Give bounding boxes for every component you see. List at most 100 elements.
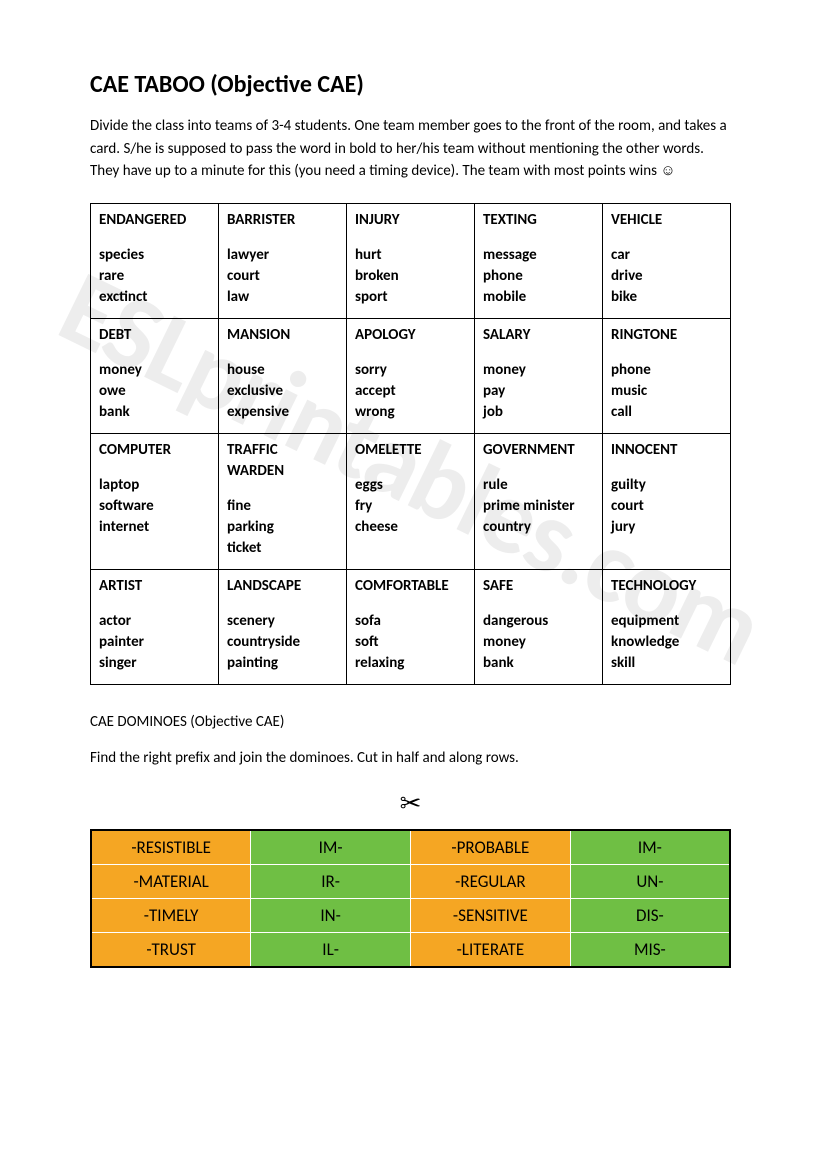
taboo-card: TECHNOLOGYequipmentknowledgeskill [603,569,731,684]
taboo-clue-word: dangerous [483,611,594,632]
taboo-clue-word: wrong [355,402,466,423]
taboo-clue-word: phone [611,360,722,381]
taboo-clue-word: message [483,245,594,266]
taboo-head-word: TEXTING [483,210,594,231]
taboo-clue-word: exclusive [227,381,338,402]
taboo-clue-word: mobile [483,287,594,308]
taboo-clue-word: parking [227,517,338,538]
taboo-card: COMFORTABLEsofasoftrelaxing [347,569,475,684]
taboo-clue-word: bank [99,402,210,423]
taboo-head-word: RINGTONE [611,325,722,346]
taboo-clue-word: equipment [611,611,722,632]
taboo-head-word: DEBT [99,325,210,346]
instructions-paragraph: Divide the class into teams of 3-4 stude… [90,115,731,183]
taboo-card: MANSIONhouseexclusiveexpensive [219,318,347,433]
smiley-icon: ☺ [660,160,675,183]
taboo-clue-word: countryside [227,632,338,653]
taboo-clue-word: court [611,496,722,517]
taboo-head-word: LANDSCAPE [227,576,338,597]
scissors-icon: ✂ [90,787,731,819]
domino-cell: IR- [251,864,411,898]
taboo-clue-word: money [483,360,594,381]
taboo-card: OMELETTEeggsfrycheese [347,433,475,569]
taboo-clue-word: painter [99,632,210,653]
dominoes-row: -TRUSTIL--LITERATEMIS- [91,932,730,967]
dominoes-row: -TIMELYIN--SENSITIVEDIS- [91,898,730,932]
domino-cell: IN- [251,898,411,932]
dominoes-row: -RESISTIBLEIM--PROBABLEIM- [91,830,730,865]
taboo-clue-word: actor [99,611,210,632]
taboo-card: LANDSCAPEscenerycountrysidepainting [219,569,347,684]
domino-cell: -RESISTIBLE [91,830,251,865]
taboo-head-word: ARTIST [99,576,210,597]
taboo-row: DEBTmoneyowebankMANSIONhouseexclusiveexp… [91,318,731,433]
taboo-card: TEXTING messagephonemobile [475,203,603,318]
taboo-card: INNOCENTguiltycourtjury [603,433,731,569]
taboo-clue-word: money [99,360,210,381]
domino-cell: -TIMELY [91,898,251,932]
taboo-clue-word: pay [483,381,594,402]
taboo-clue-word: call [611,402,722,423]
taboo-card: ARTIST actorpaintersinger [91,569,219,684]
taboo-head-word: MANSION [227,325,338,346]
dominoes-row: -MATERIALIR--REGULARUN- [91,864,730,898]
taboo-head-word: COMFORTABLE [355,576,466,597]
domino-cell: -SENSITIVE [411,898,571,932]
taboo-clue-word: broken [355,266,466,287]
dominoes-instructions: Find the right prefix and join the domin… [90,749,731,767]
taboo-clue-word: soft [355,632,466,653]
taboo-head-word: SAFE [483,576,594,597]
taboo-card: APOLOGYsorryacceptwrong [347,318,475,433]
taboo-clue-word: cheese [355,517,466,538]
taboo-clue-word: lawyer [227,245,338,266]
taboo-card: DEBT moneyowebank [91,318,219,433]
taboo-head-word: ENDANGERED [99,210,210,231]
domino-cell: IM- [570,830,730,865]
taboo-clue-word: house [227,360,338,381]
taboo-row: ENDANGEREDspeciesrareexctinctBARRISTERla… [91,203,731,318]
taboo-head-word: WARDEN [227,461,338,482]
taboo-clue-word: species [99,245,210,266]
taboo-clue-word: bike [611,287,722,308]
domino-cell: UN- [570,864,730,898]
taboo-clue-word: court [227,266,338,287]
dominoes-heading: CAE DOMINOES (Objective CAE) [90,713,731,731]
taboo-row: ARTIST actorpaintersinger LANDSCAPEscenery… [91,569,731,684]
taboo-clue-word: law [227,287,338,308]
taboo-clue-word: knowledge [611,632,722,653]
taboo-cards-table: ENDANGEREDspeciesrareexctinctBARRISTERla… [90,203,731,685]
taboo-card: ENDANGEREDspeciesrareexctinct [91,203,219,318]
taboo-clue-word: money [483,632,594,653]
page-title: CAE TABOO (Objective CAE) [90,70,731,99]
domino-cell: -PROBABLE [411,830,571,865]
domino-cell: IL- [251,932,411,967]
dominoes-table: -RESISTIBLEIM--PROBABLEIM--MATERIALIR--R… [90,829,731,968]
taboo-clue-word: laptop [99,475,210,496]
taboo-card: COMPUTERlaptopsoftwareinternet [91,433,219,569]
taboo-clue-word: drive [611,266,722,287]
taboo-clue-word: rule [483,475,594,496]
taboo-head-word: GOVERNMENT [483,440,594,461]
taboo-clue-word: software [99,496,210,517]
taboo-clue-word: painting [227,653,338,674]
taboo-clue-word: car [611,245,722,266]
taboo-clue-word: sofa [355,611,466,632]
taboo-clue-word: bank [483,653,594,674]
taboo-clue-word: job [483,402,594,423]
taboo-clue-word: phone [483,266,594,287]
taboo-head-word: OMELETTE [355,440,466,461]
taboo-clue-word: singer [99,653,210,674]
taboo-clue-word: owe [99,381,210,402]
taboo-clue-word: accept [355,381,466,402]
taboo-head-word: TRAFFIC [227,440,338,461]
taboo-clue-word: guilty [611,475,722,496]
taboo-card: BARRISTERlawyercourtlaw [219,203,347,318]
domino-cell: -REGULAR [411,864,571,898]
taboo-clue-word: eggs [355,475,466,496]
taboo-card: VEHICLEcardrivebike [603,203,731,318]
taboo-row: COMPUTERlaptopsoftwareinternet TRAFFICWAR… [91,433,731,569]
taboo-card: INJURYhurtbrokensport [347,203,475,318]
taboo-card: RINGTONEphonemusiccall [603,318,731,433]
taboo-clue-word: rare [99,266,210,287]
domino-cell: MIS- [570,932,730,967]
